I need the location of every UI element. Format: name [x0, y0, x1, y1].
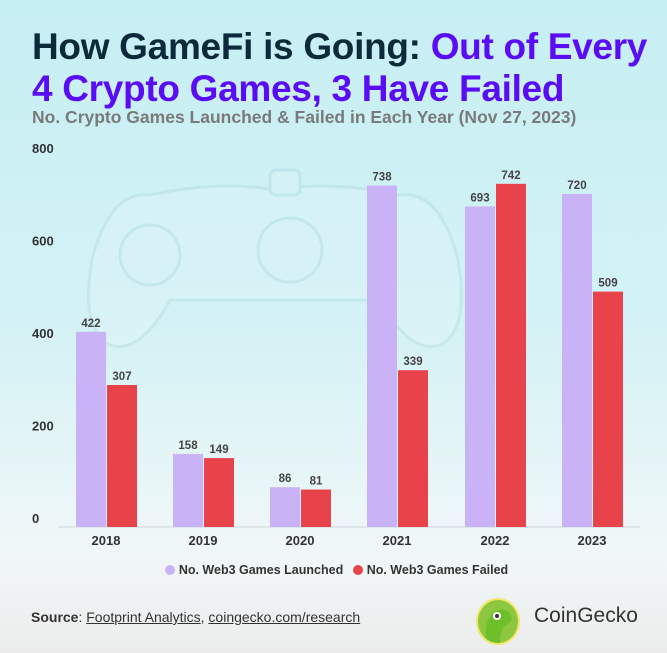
bar-failed-2022	[496, 183, 526, 527]
data-label: 149	[209, 444, 228, 456]
data-label: 158	[178, 440, 198, 452]
y-tick-label: 600	[32, 234, 54, 249]
gamepad-watermark-icon	[87, 168, 463, 348]
legend-item-launched: No. Web3 Games Launched	[159, 563, 343, 577]
legend-label-failed: No. Web3 Games Failed	[366, 563, 509, 577]
bar-launched-2022	[465, 206, 495, 528]
chart-title: How GameFi is Going: Out of Every 4 Cryp…	[32, 26, 667, 110]
source-line: Source: Footprint Analytics, coingecko.c…	[31, 609, 361, 625]
y-tick-label: 0	[32, 511, 39, 526]
title-part-2: Out of Every 4 Crypto Games, 3 Have Fail…	[32, 26, 648, 109]
data-label: 81	[310, 476, 323, 488]
y-tick-label: 400	[32, 326, 54, 341]
y-tick-label: 800	[32, 141, 54, 156]
legend-item-failed: No. Web3 Games Failed	[347, 563, 508, 577]
data-label: 86	[279, 473, 292, 485]
data-label: 422	[81, 318, 100, 330]
x-tick-label: 2018	[92, 533, 121, 548]
source-link-coingecko[interactable]: coingecko.com/research	[208, 609, 361, 625]
bar-failed-2018	[107, 385, 137, 527]
brand-name: CoinGecko	[534, 604, 638, 627]
bar-failed-2021	[398, 370, 428, 527]
bar-launched-2020	[270, 487, 300, 527]
legend: No. Web3 Games Launched No. Web3 Games F…	[0, 563, 667, 577]
x-tick-label: 2022	[481, 533, 510, 548]
data-label: 720	[567, 180, 586, 192]
chart-subtitle: No. Crypto Games Launched & Failed in Ea…	[32, 107, 577, 127]
coingecko-logo-icon	[476, 598, 520, 645]
x-tick-label: 2023	[578, 533, 607, 548]
title-part-1: How GameFi is Going:	[32, 26, 431, 67]
legend-label-launched: No. Web3 Games Launched	[178, 563, 344, 577]
x-tick-label: 2019	[189, 533, 218, 548]
x-tick-label: 2020	[286, 533, 315, 548]
data-label: 742	[501, 170, 520, 182]
source-separator: ,	[200, 609, 209, 625]
bar-launched-2018	[76, 331, 106, 527]
bar-launched-2023	[562, 194, 592, 527]
bar-failed-2020	[301, 489, 331, 527]
legend-swatch-launched	[164, 565, 175, 575]
bar-failed-2019	[204, 458, 234, 527]
data-label: 307	[112, 371, 131, 383]
bar-launched-2021	[367, 185, 397, 528]
source-link-footprint[interactable]: Footprint Analytics	[86, 609, 201, 625]
y-tick-label: 200	[32, 419, 54, 434]
data-label: 339	[403, 356, 422, 368]
data-label: 693	[470, 192, 489, 204]
source-label: Source	[31, 609, 79, 625]
data-label: 738	[372, 172, 392, 184]
data-label: 509	[598, 278, 617, 290]
bar-launched-2019	[173, 453, 203, 527]
x-tick-label: 2021	[383, 533, 412, 548]
legend-swatch-failed	[352, 565, 363, 575]
bar-failed-2023	[593, 291, 623, 527]
